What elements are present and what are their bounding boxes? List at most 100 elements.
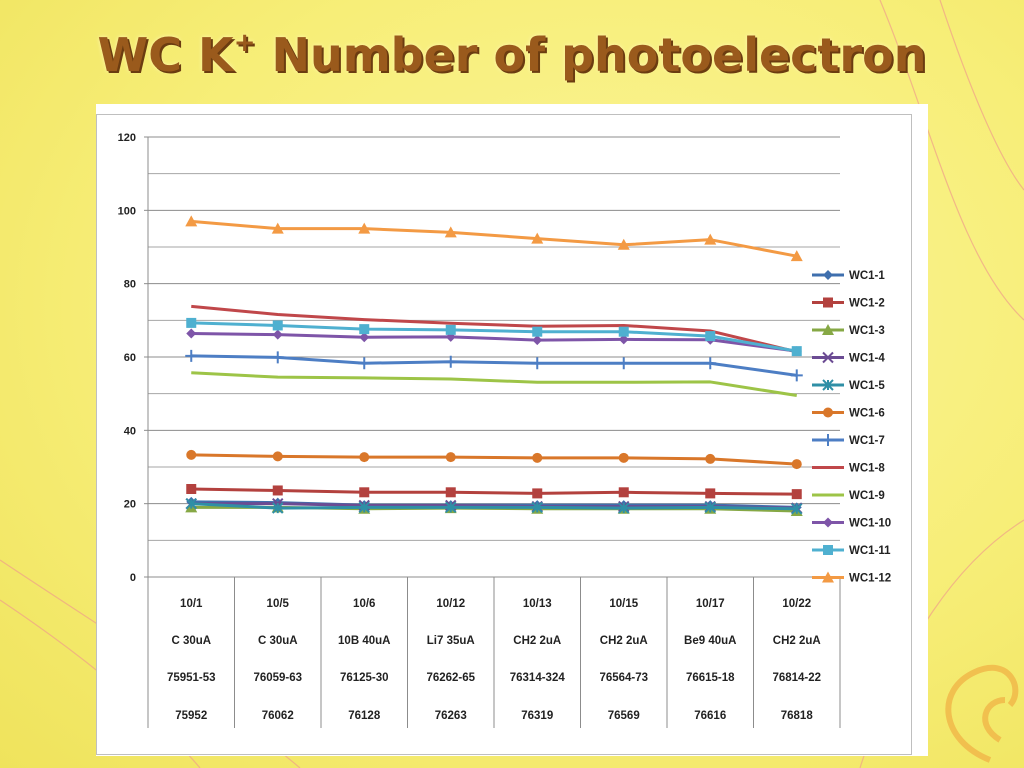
legend-label: WC1-9 xyxy=(849,490,885,502)
x-category-label: 75951-53 xyxy=(167,672,216,684)
x-category-label: CH2 2uA xyxy=(773,635,821,647)
data-point xyxy=(445,331,456,342)
data-point xyxy=(359,487,370,498)
series-line xyxy=(191,321,798,353)
series-wc1-2 xyxy=(186,484,802,500)
data-point xyxy=(791,503,803,515)
line-chart: 0 20 40 60 80 100 120 10/1 C 30uA 75951-53 75952 1… xyxy=(96,114,912,755)
legend-marker xyxy=(823,270,833,280)
x-category-label: 10/13 xyxy=(523,598,552,610)
series-wc1-5 xyxy=(185,497,803,515)
data-point xyxy=(531,357,544,370)
legend-marker xyxy=(823,407,833,418)
data-point xyxy=(705,331,716,342)
series-line xyxy=(191,304,798,354)
legend-marker xyxy=(822,324,834,335)
data-point xyxy=(359,332,370,343)
series-line xyxy=(191,354,797,377)
data-point xyxy=(359,452,370,463)
legend-label: WC1-4 xyxy=(849,353,885,365)
data-point xyxy=(532,335,543,346)
x-category-label: 76814-22 xyxy=(772,672,821,684)
series-line xyxy=(191,371,797,397)
y-tick-label: 0 xyxy=(130,572,136,584)
y-tick-label: 120 xyxy=(118,132,136,144)
data-point xyxy=(791,346,802,357)
series-line xyxy=(191,332,797,353)
legend-label: WC1-7 xyxy=(849,435,885,447)
data-point xyxy=(532,326,543,337)
x-category-label: 76125-30 xyxy=(340,672,389,684)
data-point xyxy=(532,488,543,499)
data-point xyxy=(186,449,197,460)
data-point xyxy=(271,222,284,234)
series-wc1-12 xyxy=(185,215,803,262)
data-point xyxy=(617,238,630,250)
chart-border xyxy=(96,114,912,755)
legend-item: WC1-8 xyxy=(812,463,885,475)
data-point xyxy=(618,487,629,498)
x-category-label: 76314-324 xyxy=(510,672,566,684)
data-point xyxy=(445,324,456,335)
legend-item: WC1-9 xyxy=(812,490,885,502)
legend-item: WC1-7 xyxy=(812,434,885,447)
x-category-label: 10/12 xyxy=(436,598,465,610)
data-point xyxy=(444,355,457,368)
y-tick-label: 40 xyxy=(124,425,136,437)
series-wc1-7 xyxy=(185,349,803,382)
series-wc1-6 xyxy=(186,449,802,470)
legend-label: WC1-2 xyxy=(849,298,885,310)
y-tick-label: 60 xyxy=(124,352,136,364)
x-category-label: 76319 xyxy=(521,710,553,722)
legend-marker xyxy=(822,571,834,583)
legend-label: WC1-6 xyxy=(849,408,885,420)
data-point xyxy=(618,452,629,463)
data-point xyxy=(445,452,456,463)
data-point xyxy=(791,489,802,500)
legend-label: WC1-8 xyxy=(849,463,885,475)
series-wc1-8 xyxy=(191,304,798,354)
data-point xyxy=(618,334,629,345)
data-point xyxy=(531,501,543,514)
slide-title: WC K+ Number of photoelectron xyxy=(0,28,1024,82)
data-point xyxy=(617,357,630,370)
x-category-label: 10/5 xyxy=(267,598,290,610)
series-line xyxy=(191,502,797,511)
data-point xyxy=(272,502,284,514)
legend-label: WC1-11 xyxy=(849,545,891,557)
data-point xyxy=(272,451,283,462)
series-wc1-9 xyxy=(191,371,797,397)
data-point xyxy=(444,226,457,238)
data-point xyxy=(705,453,716,464)
x-category-label: 76262-65 xyxy=(426,672,475,684)
data-point xyxy=(186,484,197,494)
x-category-label: 10/17 xyxy=(696,598,725,610)
x-category-label: 76059-63 xyxy=(253,672,302,684)
data-point xyxy=(618,326,629,337)
data-point xyxy=(271,351,284,364)
data-point xyxy=(185,497,197,510)
series-line xyxy=(191,487,797,496)
x-category-label: 76128 xyxy=(348,710,381,722)
legend-item: WC1-12 xyxy=(812,571,891,585)
series-line xyxy=(191,219,798,258)
title-superscript: + xyxy=(233,27,256,58)
x-category-label: 10B 40uA xyxy=(338,635,390,647)
data-point xyxy=(790,369,803,382)
data-point xyxy=(359,324,370,335)
legend-marker xyxy=(822,379,834,391)
data-point xyxy=(531,232,544,244)
legend-item: WC1-5 xyxy=(812,379,885,392)
x-category-label: Be9 40uA xyxy=(684,635,736,647)
legend-marker xyxy=(823,297,833,308)
x-category-label: 76062 xyxy=(262,710,294,722)
legend-label: WC1-5 xyxy=(849,380,885,392)
x-category-label: 76564-73 xyxy=(599,672,648,684)
data-point xyxy=(445,487,456,498)
legend-item: WC1-11 xyxy=(812,545,891,557)
x-category-label: 10/22 xyxy=(782,598,811,610)
data-point xyxy=(185,215,198,227)
y-tick-label: 80 xyxy=(124,279,136,291)
data-point xyxy=(704,233,717,245)
legend-item: WC1-2 xyxy=(812,297,885,310)
